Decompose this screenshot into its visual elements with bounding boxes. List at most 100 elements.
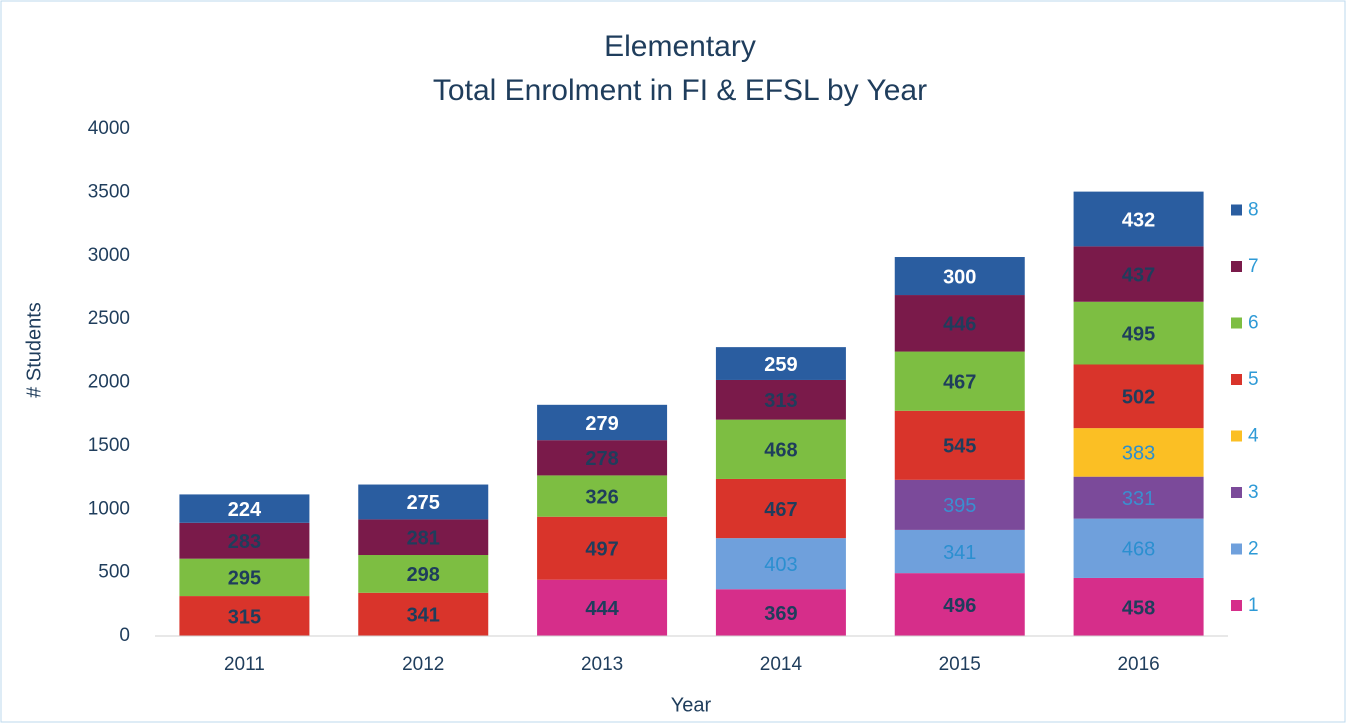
bar-segment [1073, 364, 1204, 429]
data-label: 383 [1122, 443, 1155, 465]
data-label: 283 [228, 531, 261, 553]
data-label: 259 [764, 354, 797, 376]
bar-segment [1073, 428, 1204, 477]
bar-segment [358, 592, 489, 636]
data-label: 281 [407, 527, 440, 549]
data-label: 315 [228, 606, 261, 628]
bar-segment [1073, 301, 1204, 365]
bar-segment [179, 494, 310, 523]
data-label: 495 [1122, 323, 1155, 345]
bar-segment [894, 479, 1025, 530]
data-label: 497 [585, 539, 618, 561]
legend-label: 8 [1248, 200, 1259, 221]
bar-segment [1073, 518, 1204, 578]
bar-segment [179, 558, 310, 597]
bar-segment [715, 419, 846, 479]
data-label: 502 [1122, 387, 1155, 409]
data-label: 369 [764, 603, 797, 625]
data-label: 313 [764, 390, 797, 412]
legend-label: 2 [1248, 539, 1259, 560]
x-tick-label: 2013 [581, 654, 623, 675]
data-label: 458 [1122, 597, 1155, 619]
data-label: 467 [764, 499, 797, 521]
data-label: 545 [943, 436, 976, 458]
bar-segment [537, 579, 668, 636]
bar-segment [715, 379, 846, 420]
bar-segment [715, 589, 846, 636]
data-label: 395 [943, 495, 976, 517]
bar-segment [1073, 191, 1204, 247]
bar-segment [894, 573, 1025, 636]
y-tick-label: 3000 [88, 245, 130, 266]
bar-segment [1073, 246, 1204, 302]
data-label: 341 [407, 605, 440, 627]
y-tick-label: 2000 [88, 372, 130, 393]
data-label: 496 [943, 595, 976, 617]
data-label: 432 [1122, 209, 1155, 231]
bar-segment [179, 596, 310, 636]
bar-segment [358, 484, 489, 520]
y-tick-label: 0 [119, 625, 130, 646]
y-tick-label: 3500 [88, 181, 130, 202]
legend-label: 1 [1248, 595, 1259, 616]
data-label: 224 [228, 499, 262, 521]
y-tick-label: 1500 [88, 435, 130, 456]
bar-segment [894, 351, 1025, 411]
data-label: 298 [407, 564, 440, 586]
legend-label: 5 [1248, 369, 1259, 390]
y-tick-label: 1000 [88, 498, 130, 519]
data-label: 326 [585, 486, 618, 508]
legend-swatch [1231, 600, 1242, 611]
x-tick-label: 2015 [939, 654, 981, 675]
x-axis-label: Year [671, 694, 712, 716]
data-label: 468 [764, 440, 797, 462]
chart-title: Total Enrolment in FI & EFSL by Year [433, 74, 927, 107]
bar-segment [1073, 577, 1204, 636]
legend-swatch [1231, 204, 1242, 216]
data-label: 468 [1122, 539, 1155, 561]
x-tick-label: 2012 [402, 654, 444, 675]
data-label: 300 [943, 266, 976, 288]
bar-segment [715, 478, 846, 539]
bar-segment [179, 522, 310, 559]
data-label: 341 [943, 542, 976, 564]
bar-segment [1073, 476, 1204, 519]
x-tick-label: 2016 [1117, 654, 1159, 675]
data-label: 279 [585, 413, 618, 435]
bar-segment [715, 347, 846, 380]
data-label: 275 [407, 492, 440, 514]
x-tick-label: 2011 [224, 654, 265, 675]
legend-swatch [1231, 430, 1242, 442]
data-label: 437 [1122, 264, 1155, 286]
bar-segment [894, 410, 1025, 480]
bar-segment [894, 295, 1025, 352]
legend-swatch [1231, 487, 1242, 498]
y-tick-label: 2500 [88, 308, 130, 329]
bar-segment [894, 257, 1025, 296]
bar-segment [537, 516, 668, 580]
x-tick-label: 2014 [760, 654, 803, 675]
y-tick-label: 4000 [88, 118, 130, 139]
legend-label: 3 [1248, 482, 1259, 503]
bar-segment [715, 538, 846, 590]
legend-label: 6 [1248, 313, 1259, 334]
legend-swatch [1231, 317, 1242, 329]
bar-segment [358, 519, 489, 556]
bar-segment [537, 475, 668, 517]
data-label: 278 [585, 448, 618, 470]
data-label: 331 [1122, 488, 1155, 510]
legend-swatch [1231, 261, 1242, 272]
data-label: 444 [585, 598, 619, 620]
data-label: 467 [943, 371, 976, 393]
bar-segment [537, 440, 668, 476]
bar-segment [358, 555, 489, 593]
data-label: 403 [764, 554, 797, 576]
data-label: 446 [943, 314, 976, 336]
legend-swatch [1231, 543, 1242, 555]
y-axis-label: # Students [23, 302, 45, 398]
legend-swatch [1231, 374, 1242, 385]
y-tick-label: 500 [98, 562, 130, 583]
bar-segment [537, 404, 668, 441]
chart-title: Elementary [604, 30, 756, 63]
